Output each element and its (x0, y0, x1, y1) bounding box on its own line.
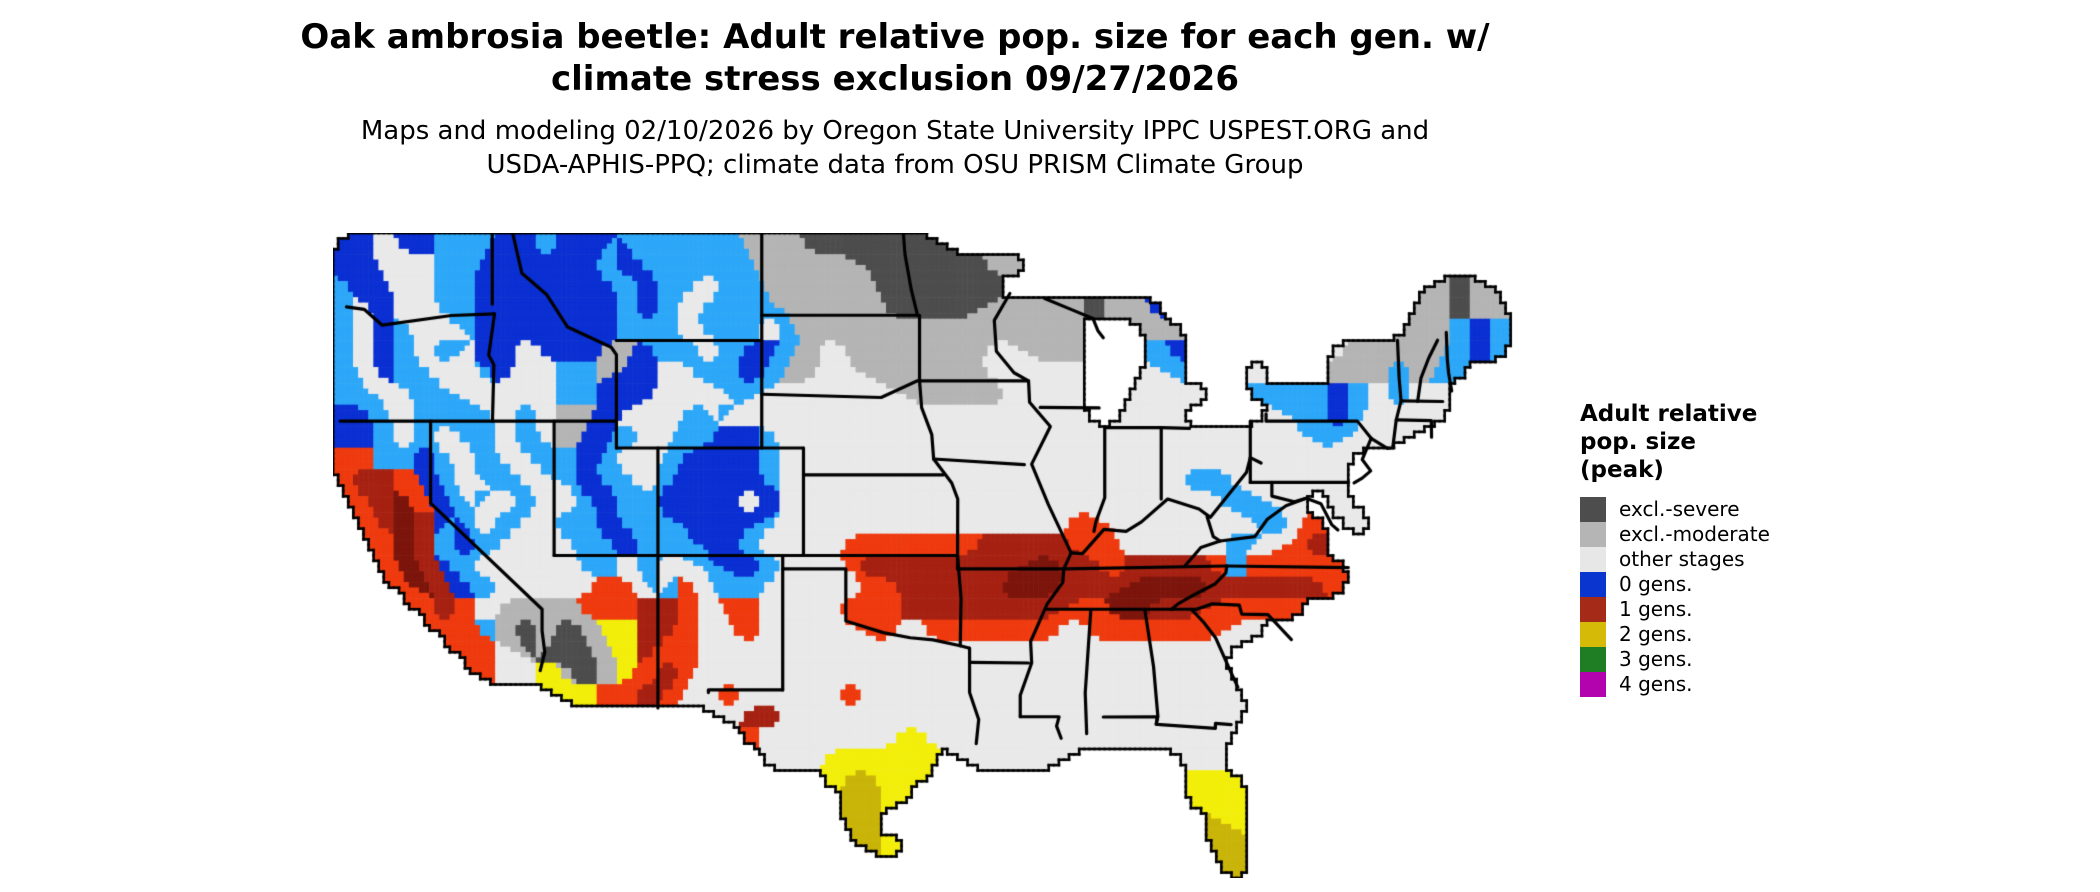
legend-item: 2 gens. (1580, 622, 1770, 647)
legend-swatch (1580, 647, 1606, 672)
legend-item: excl.-severe (1580, 497, 1770, 522)
legend-swatch (1580, 622, 1606, 647)
legend-title-line2: pop. size (1580, 429, 1697, 455)
us-map-canvas (333, 233, 1531, 878)
legend-label: other stages (1619, 547, 1745, 571)
legend-swatch (1580, 522, 1606, 547)
legend: Adult relative pop. size (peak) excl.-se… (1580, 400, 1770, 697)
legend-item: 3 gens. (1580, 647, 1770, 672)
legend-title-line3: (peak) (1580, 457, 1664, 483)
legend-title-line1: Adult relative (1580, 401, 1758, 427)
legend-label: 2 gens. (1619, 622, 1693, 646)
legend-item: 0 gens. (1580, 572, 1770, 597)
legend-swatch (1580, 497, 1606, 522)
legend-swatch (1580, 572, 1606, 597)
legend-label: 4 gens. (1619, 672, 1693, 696)
legend-items: excl.-severe excl.-moderate other stages 0 … (1580, 497, 1770, 697)
legend-label: excl.-severe (1619, 497, 1740, 521)
page-title-line2: climate stress exclusion 09/27/2026 (550, 59, 1239, 99)
legend-swatch (1580, 547, 1606, 572)
legend-swatch (1580, 672, 1606, 697)
subtitle: Maps and modeling 02/10/2026 by Oregon S… (0, 114, 1790, 182)
legend-swatch (1580, 597, 1606, 622)
legend-item: 1 gens. (1580, 597, 1770, 622)
legend-item: 4 gens. (1580, 672, 1770, 697)
us-map (333, 233, 1531, 878)
legend-label: 1 gens. (1619, 597, 1693, 621)
legend-item: other stages (1580, 547, 1770, 572)
legend-label: excl.-moderate (1619, 522, 1770, 546)
subtitle-line1: Maps and modeling 02/10/2026 by Oregon S… (360, 116, 1430, 146)
page-title-line1: Oak ambrosia beetle: Adult relative pop.… (300, 17, 1490, 57)
header: Oak ambrosia beetle: Adult relative pop.… (0, 16, 1790, 182)
legend-label: 0 gens. (1619, 572, 1693, 596)
subtitle-line2: USDA-APHIS-PPQ; climate data from OSU PR… (486, 150, 1304, 180)
legend-item: excl.-moderate (1580, 522, 1770, 547)
legend-label: 3 gens. (1619, 647, 1693, 671)
